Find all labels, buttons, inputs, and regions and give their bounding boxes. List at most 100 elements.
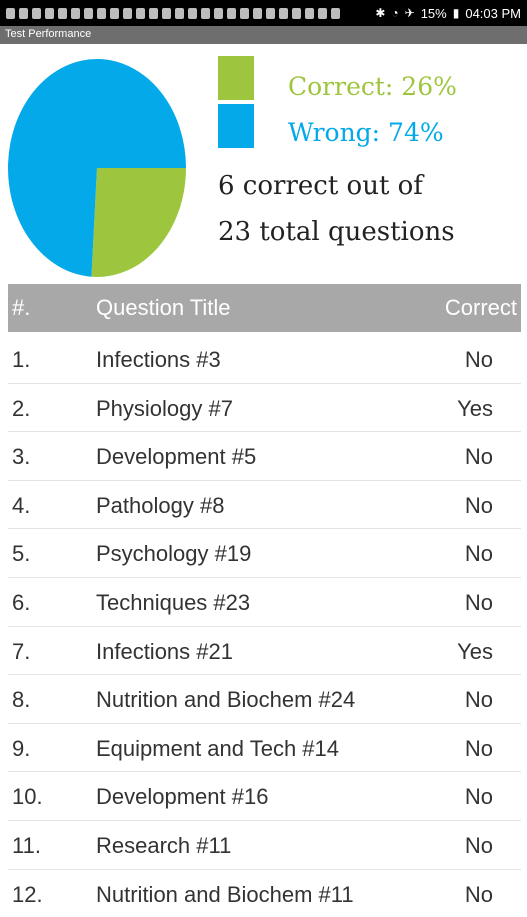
table-header: #. Question Title Correct bbox=[8, 284, 521, 332]
row-correct: No bbox=[464, 444, 493, 470]
notification-icon bbox=[149, 7, 158, 19]
row-number: 10. bbox=[12, 784, 43, 810]
notification-icon bbox=[331, 7, 340, 19]
notification-icon bbox=[162, 7, 171, 19]
results-table: 1. Infections #3 No 2. Physiology #7 Yes 3. D… bbox=[8, 335, 521, 917]
notification-icons bbox=[6, 6, 340, 20]
row-question-title: Nutrition and Biochem #11 bbox=[96, 881, 354, 907]
wifi-icon: ◔ bbox=[391, 6, 399, 20]
row-number: 2. bbox=[12, 395, 31, 421]
row-question-title: Psychology #19 bbox=[96, 541, 252, 567]
row-correct: No bbox=[464, 589, 493, 615]
notification-icon bbox=[110, 7, 119, 19]
row-question-title: Development #5 bbox=[96, 444, 257, 470]
notification-icon bbox=[279, 7, 288, 19]
legend-swatch-wrong bbox=[218, 104, 254, 148]
row-question-title: Pathology #8 bbox=[96, 492, 225, 518]
app-title: Test Performance bbox=[5, 28, 92, 40]
row-number: 5. bbox=[12, 541, 31, 567]
notification-icon bbox=[266, 7, 275, 19]
row-correct: No bbox=[464, 541, 493, 567]
table-row[interactable]: 1. Infections #3 No bbox=[8, 335, 521, 384]
row-correct: No bbox=[464, 784, 493, 810]
row-number: 4. bbox=[12, 492, 31, 518]
table-row[interactable]: 10. Development #16 No bbox=[8, 772, 521, 821]
pie-chart bbox=[8, 58, 187, 277]
notification-icon bbox=[136, 7, 145, 19]
notification-icon bbox=[292, 7, 301, 19]
table-row[interactable]: 6. Techniques #23 No bbox=[8, 578, 521, 627]
airplane-icon: ✈ bbox=[404, 6, 415, 20]
header-number: #. bbox=[12, 295, 31, 320]
notification-icon bbox=[227, 7, 236, 19]
table-row[interactable]: 9. Equipment and Tech #14 No bbox=[8, 724, 521, 773]
row-correct: Yes bbox=[457, 638, 493, 664]
header-question-title: Question Title bbox=[96, 295, 231, 320]
pie-slice-correct bbox=[91, 168, 186, 277]
row-number: 11. bbox=[12, 832, 41, 858]
notification-icon bbox=[318, 7, 327, 19]
row-number: 12. bbox=[12, 881, 43, 907]
app-title-bar: Test Performance bbox=[0, 26, 527, 44]
row-number: 3. bbox=[12, 444, 31, 470]
table-row[interactable]: 4. Pathology #8 No bbox=[8, 481, 521, 530]
table-row[interactable]: 11. Research #11 No bbox=[8, 821, 521, 870]
system-status: ✱ ◔ ✈ 15% ▮ 04:03 PM bbox=[375, 4, 521, 22]
notification-icon bbox=[84, 7, 93, 19]
summary-line-1: 6 correct out of bbox=[218, 171, 423, 201]
notification-icon bbox=[45, 7, 54, 19]
clock: 04:03 PM bbox=[465, 5, 521, 21]
pie-slice-wrong bbox=[8, 58, 187, 277]
row-correct: No bbox=[464, 832, 493, 858]
download-icon bbox=[71, 7, 80, 19]
row-number: 6. bbox=[12, 589, 31, 615]
notification-icon bbox=[253, 7, 262, 19]
row-question-title: Physiology #7 bbox=[96, 395, 233, 421]
row-correct: No bbox=[464, 735, 493, 761]
table-row[interactable]: 12. Nutrition and Biochem #11 No bbox=[8, 870, 521, 917]
legend-label-correct: Correct: 26% bbox=[288, 72, 457, 101]
row-correct: No bbox=[464, 687, 493, 713]
notification-icon bbox=[97, 7, 106, 19]
row-correct: Yes bbox=[457, 395, 493, 421]
row-number: 8. bbox=[12, 687, 31, 713]
table-row[interactable]: 7. Infections #21 Yes bbox=[8, 627, 521, 676]
row-number: 1. bbox=[12, 347, 31, 372]
legend-label-wrong: Wrong: 74% bbox=[288, 118, 444, 147]
notification-icon bbox=[201, 7, 210, 19]
notification-icon bbox=[240, 7, 249, 19]
notification-icon bbox=[6, 7, 15, 19]
row-number: 7. bbox=[12, 638, 31, 664]
row-question-title: Infections #21 bbox=[96, 638, 233, 664]
row-correct: No bbox=[464, 347, 493, 372]
notification-icon bbox=[19, 7, 28, 19]
table-row[interactable]: 2. Physiology #7 Yes bbox=[8, 384, 521, 433]
row-question-title: Infections #3 bbox=[96, 347, 221, 372]
header-correct: Correct bbox=[444, 295, 517, 320]
row-question-title: Development #16 bbox=[96, 784, 269, 810]
notification-icon bbox=[188, 7, 197, 19]
row-correct: No bbox=[464, 881, 493, 907]
row-question-title: Techniques #23 bbox=[96, 589, 251, 615]
legend-swatch-correct bbox=[218, 56, 254, 100]
score-summary: 6 correct out of 23 total questions bbox=[218, 163, 455, 255]
table-row[interactable]: 3. Development #5 No bbox=[8, 432, 521, 481]
battery-percent: 15% bbox=[420, 5, 447, 21]
summary-line-2: 23 total questions bbox=[218, 217, 455, 247]
notification-icon bbox=[175, 7, 184, 19]
table-row[interactable]: 5. Psychology #19 No bbox=[8, 529, 521, 578]
table-row[interactable]: 8. Nutrition and Biochem #24 No bbox=[8, 675, 521, 724]
notification-icon bbox=[123, 7, 132, 19]
row-question-title: Research #11 bbox=[96, 832, 232, 858]
row-correct: No bbox=[464, 492, 493, 518]
battery-icon: ▮ bbox=[452, 6, 460, 20]
row-question-title: Equipment and Tech #14 bbox=[96, 735, 339, 761]
row-number: 9. bbox=[12, 735, 31, 761]
notification-icon bbox=[32, 7, 41, 19]
bluetooth-icon: ✱ bbox=[375, 6, 386, 20]
row-question-title: Nutrition and Biochem #24 bbox=[96, 687, 356, 713]
download-icon bbox=[58, 7, 67, 19]
notification-icon bbox=[305, 7, 314, 19]
status-bar: ✱ ◔ ✈ 15% ▮ 04:03 PM bbox=[0, 0, 527, 26]
notification-icon bbox=[214, 7, 223, 19]
